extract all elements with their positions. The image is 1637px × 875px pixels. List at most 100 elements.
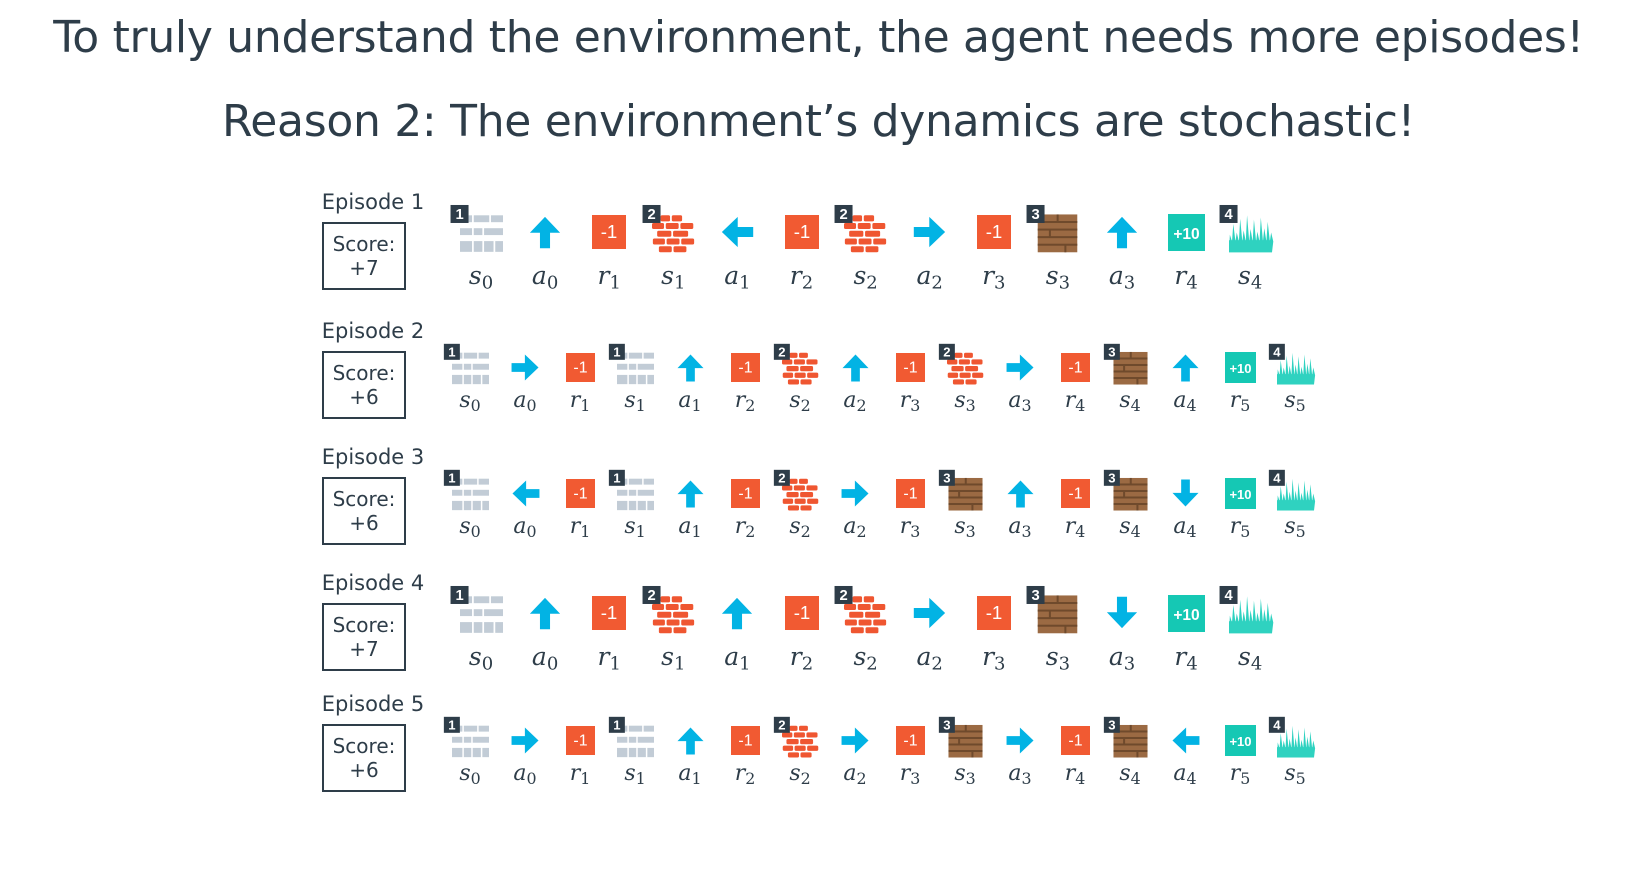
state-tile-4-icon: 4: [1219, 585, 1273, 635]
arrow-down-icon: [1170, 478, 1201, 509]
score-box: Score: +7: [322, 603, 406, 671]
arrow-up-icon: [527, 595, 563, 631]
arrow-right-icon: [510, 352, 541, 383]
arrow-right-icon: [912, 595, 948, 631]
state-tile-1-icon: 1: [450, 585, 503, 635]
r-label: r3: [982, 642, 1006, 675]
arrow-up-icon: [840, 352, 871, 383]
svg-text:1: 1: [448, 717, 455, 732]
arrow-up-icon: [675, 478, 706, 509]
s-label: s5: [1284, 514, 1306, 541]
r-label: r2: [734, 761, 756, 788]
reward-penalty-badge: -1: [592, 215, 627, 249]
score-label: Score:: [332, 734, 396, 758]
r-label: r1: [597, 261, 621, 294]
s-label: s3: [1045, 261, 1071, 294]
r-label: r3: [899, 761, 921, 788]
s-label: s1: [624, 514, 646, 541]
svg-text:2: 2: [943, 344, 950, 359]
a-label: a0: [513, 514, 537, 541]
s-label: s3: [1045, 642, 1071, 675]
svg-text:3: 3: [1032, 207, 1040, 223]
state-tile-2-icon: 2: [773, 716, 819, 759]
a-label: a0: [531, 642, 559, 675]
s-label: s3: [954, 761, 976, 788]
s-label: s0: [459, 514, 481, 541]
s-label: s2: [789, 514, 811, 541]
state-tile-2-icon: 2: [834, 204, 887, 254]
score-value: +7: [349, 256, 379, 280]
episode-label: Episode 4: [321, 571, 425, 595]
s-label: s4: [1119, 761, 1141, 788]
a-label: a2: [916, 261, 943, 294]
a-label: a4: [1173, 388, 1197, 415]
arrow-left-icon: [510, 478, 541, 509]
s-label: s1: [661, 642, 686, 675]
svg-text:-1: -1: [1068, 732, 1082, 749]
a-label: a2: [843, 514, 867, 541]
episode-label: Episode 1: [321, 190, 425, 214]
svg-text:1: 1: [448, 470, 455, 485]
a-label: a4: [1173, 514, 1197, 541]
s-label: s2: [789, 761, 811, 788]
a-label: a1: [678, 761, 702, 788]
s-label: s2: [789, 388, 811, 415]
svg-text:1: 1: [455, 207, 463, 223]
a-label: a3: [1008, 761, 1032, 788]
s-label: s2: [853, 261, 878, 294]
arrow-right-icon: [1005, 725, 1036, 756]
score-value: +6: [349, 511, 379, 535]
reward-penalty-badge: -1: [1060, 352, 1090, 382]
svg-text:4: 4: [1273, 344, 1281, 359]
svg-text:1: 1: [448, 344, 455, 359]
s-label: s1: [624, 761, 646, 788]
a-label: a2: [843, 388, 867, 415]
state-tile-4-icon: 4: [1268, 343, 1315, 386]
arrow-right-icon: [840, 725, 871, 756]
r-label: r1: [597, 642, 621, 675]
arrow-right-icon: [840, 478, 871, 509]
svg-text:-1: -1: [738, 485, 752, 502]
state-tile-2-icon: 2: [834, 585, 887, 635]
reward-penalty-badge: -1: [976, 215, 1011, 249]
a-label: a0: [531, 261, 559, 294]
reward-penalty-badge: -1: [976, 596, 1011, 630]
reward-goal-badge: +10: [1224, 477, 1256, 509]
score-label: Score:: [332, 613, 396, 637]
arrow-up-icon: [675, 725, 706, 756]
reward-penalty-badge: -1: [895, 725, 925, 755]
reward-penalty-badge: -1: [784, 596, 819, 630]
svg-text:-1: -1: [573, 485, 587, 502]
state-tile-2-icon: 2: [773, 469, 819, 512]
reward-penalty-badge: -1: [592, 596, 627, 630]
reward-penalty-badge: -1: [895, 478, 925, 508]
svg-text:2: 2: [778, 344, 785, 359]
r-label: r5: [1229, 514, 1251, 541]
reward-penalty-badge: -1: [730, 478, 760, 508]
svg-text:1: 1: [613, 344, 620, 359]
slide-title: To truly understand the environment, the…: [53, 12, 1584, 63]
svg-text:-1: -1: [793, 221, 810, 242]
svg-text:-1: -1: [1068, 359, 1082, 376]
svg-text:+10: +10: [1173, 226, 1199, 243]
slide-subtitle: Reason 2: The environment’s dynamics are…: [221, 96, 1415, 147]
state-tile-3-icon: 3: [1103, 469, 1149, 512]
state-tile-3-icon: 3: [1103, 716, 1149, 759]
arrow-right-icon: [912, 214, 948, 250]
s-label: s3: [954, 388, 976, 415]
state-tile-3-icon: 3: [938, 716, 984, 759]
r-label: r5: [1229, 761, 1251, 788]
score-box: Score: +7: [322, 222, 406, 290]
episode-label: Episode 5: [321, 692, 425, 716]
svg-text:-1: -1: [903, 485, 917, 502]
svg-text:-1: -1: [985, 602, 1002, 623]
a-label: a3: [1008, 514, 1032, 541]
s-label: s0: [459, 388, 481, 415]
svg-text:-1: -1: [1068, 485, 1082, 502]
r-label: r2: [789, 261, 814, 294]
a-label: a3: [1108, 642, 1136, 675]
score-box: Score: +6: [322, 724, 406, 792]
episode-row: Episode 4 Score: +7 1 s0 a0 -1 r1 2 s1 a1 -1 r2 2 s2 a2…: [0, 571, 1637, 697]
score-box: Score: +6: [322, 477, 406, 545]
episode-label: Episode 2: [321, 319, 425, 343]
